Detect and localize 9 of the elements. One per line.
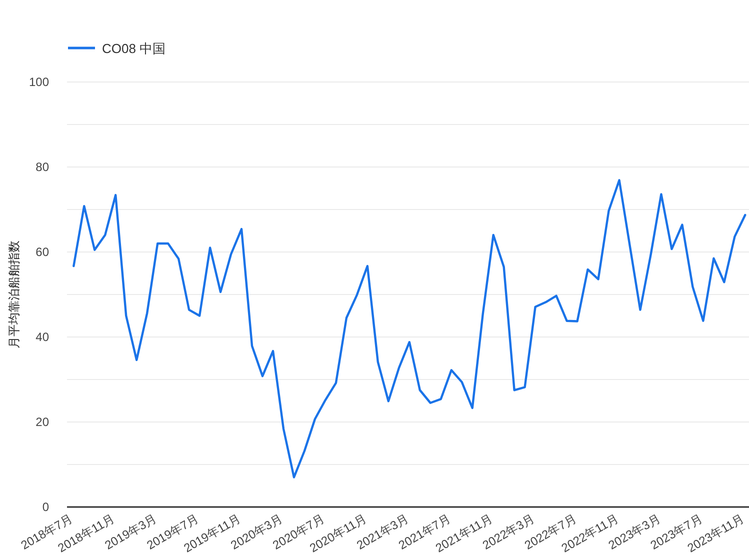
y-tick-label: 0 (42, 500, 50, 514)
y-tick-label: 100 (28, 75, 50, 89)
y-tick-label: 80 (36, 160, 50, 174)
line-series (72, 179, 746, 478)
y-tick-label: 40 (36, 330, 50, 344)
legend-label: CO08 中国 (102, 41, 166, 56)
y-tick-label: 20 (36, 415, 50, 429)
y-tick-label: 60 (36, 245, 50, 259)
y-axis-title: 月平均靠泊船舶指数 (7, 240, 21, 348)
